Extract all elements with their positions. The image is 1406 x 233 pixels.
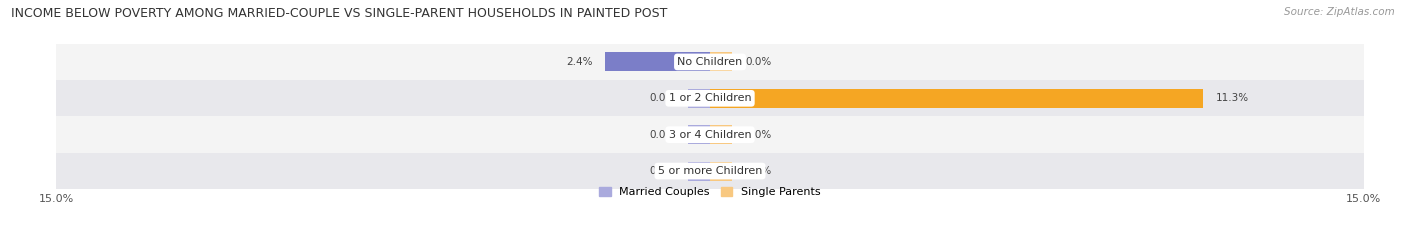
Text: 1 or 2 Children: 1 or 2 Children	[669, 93, 751, 103]
Bar	[56, 116, 1364, 153]
Text: 0.0%: 0.0%	[745, 166, 770, 176]
Text: Source: ZipAtlas.com: Source: ZipAtlas.com	[1284, 7, 1395, 17]
Bar	[56, 153, 1364, 189]
Text: 0.0%: 0.0%	[650, 166, 675, 176]
Bar	[710, 52, 731, 71]
Bar	[710, 89, 1202, 108]
Text: 0.0%: 0.0%	[650, 93, 675, 103]
Text: 2.4%: 2.4%	[565, 57, 592, 67]
Text: 3 or 4 Children: 3 or 4 Children	[669, 130, 751, 140]
Text: 0.0%: 0.0%	[745, 57, 770, 67]
Bar	[689, 89, 710, 108]
Text: 0.0%: 0.0%	[745, 130, 770, 140]
Text: 0.0%: 0.0%	[650, 130, 675, 140]
Bar	[710, 125, 731, 144]
Text: INCOME BELOW POVERTY AMONG MARRIED-COUPLE VS SINGLE-PARENT HOUSEHOLDS IN PAINTED: INCOME BELOW POVERTY AMONG MARRIED-COUPL…	[11, 7, 668, 20]
Text: No Children: No Children	[678, 57, 742, 67]
Bar	[689, 162, 710, 181]
Bar	[56, 80, 1364, 116]
Bar	[689, 125, 710, 144]
Legend: Married Couples, Single Parents: Married Couples, Single Parents	[599, 187, 821, 197]
Text: 5 or more Children: 5 or more Children	[658, 166, 762, 176]
Text: 11.3%: 11.3%	[1216, 93, 1249, 103]
Bar	[606, 52, 710, 71]
Bar	[56, 44, 1364, 80]
Bar	[710, 162, 731, 181]
